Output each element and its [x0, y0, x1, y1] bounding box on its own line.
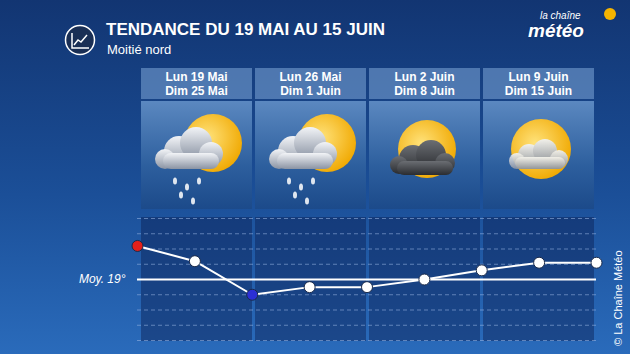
html-text:la chaîne: la chaîne: [540, 10, 581, 21]
html-text:météo: météo: [528, 20, 584, 41]
html-text:Dim 25 Mai: Dim 25 Mai: [165, 84, 228, 98]
html-text:Dim 15 Juin: Dim 15 Juin: [504, 84, 573, 98]
html-text:Dim 1 Juin: Dim 1 Juin: [280, 84, 341, 98]
html-text:Lun 2 Juin: Lun 2 Juin: [394, 70, 455, 84]
html-text:TENDANCE DU 19 MAI AU 15 JUIN: TENDANCE DU 19 MAI AU 15 JUIN: [106, 20, 385, 39]
html-text:Dim 8 Juin: Dim 8 Juin: [394, 84, 455, 98]
html-text:Lun 26 Mai: Lun 26 Mai: [279, 70, 342, 84]
html-text:Lun 19 Mai: Lun 19 Mai: [165, 70, 228, 84]
html-text:Moitié nord: Moitié nord: [107, 42, 172, 57]
svg-text:© La Chaîne Météo: © La Chaîne Météo: [612, 250, 624, 346]
svg-text:Moy. 19°: Moy. 19°: [79, 272, 126, 286]
html-text:Lun 9 Juin: Lun 9 Juin: [508, 70, 569, 84]
